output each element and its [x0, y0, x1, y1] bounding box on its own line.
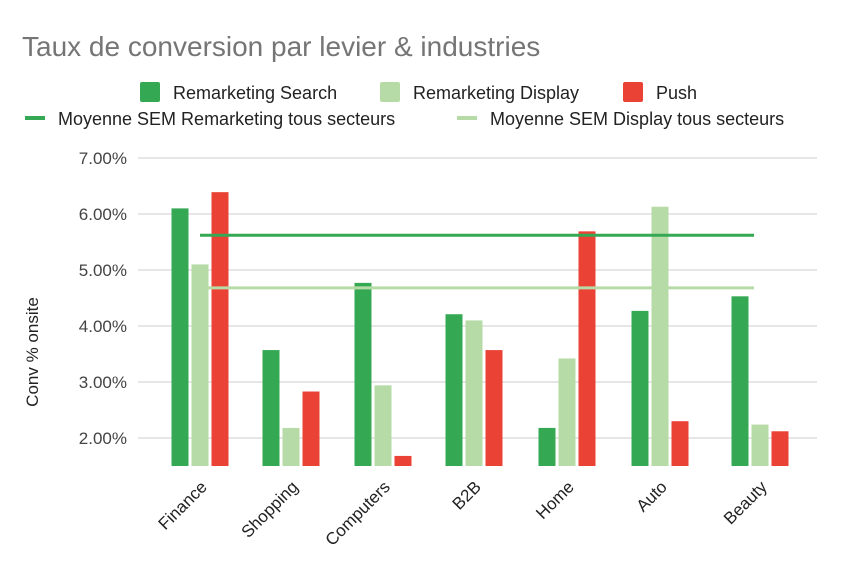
- bar-computers-remarketing-display: [374, 385, 392, 466]
- bar-computers-push: [394, 455, 412, 466]
- legend: Remarketing Search Remarketing Display Pus…: [25, 82, 784, 129]
- y-tick-label: 7.00%: [79, 149, 127, 168]
- bar-shopping-push: [302, 391, 320, 466]
- legend-label: Moyenne SEM Display tous secteurs: [490, 109, 784, 129]
- legend-label: Push: [656, 83, 697, 103]
- bar-auto-push: [671, 421, 689, 466]
- bar-finance-remarketing-display: [191, 264, 209, 466]
- chart-title: Taux de conversion par levier & industri…: [22, 31, 540, 62]
- bar-beauty-push: [771, 431, 789, 466]
- legend-swatch-remarketing-search: [140, 82, 160, 102]
- legend-label: Remarketing Display: [413, 83, 579, 103]
- bar-finance-remarketing-search: [171, 208, 189, 466]
- bar-b2b-remarketing-display: [465, 320, 483, 466]
- x-tick-label: Home: [532, 477, 578, 523]
- y-tick-label: 5.00%: [79, 261, 127, 280]
- y-tick-label: 3.00%: [79, 373, 127, 392]
- bars: [171, 192, 789, 466]
- bar-shopping-remarketing-display: [282, 427, 300, 466]
- bar-auto-remarketing-display: [651, 206, 669, 466]
- bar-b2b-remarketing-search: [445, 314, 463, 466]
- y-tick-label: 6.00%: [79, 205, 127, 224]
- bar-shopping-remarketing-search: [262, 350, 280, 466]
- legend-swatch-remarketing-display: [380, 82, 400, 102]
- bar-b2b-push: [485, 350, 503, 466]
- x-tick-label: Finance: [155, 477, 211, 533]
- bar-computers-remarketing-search: [354, 282, 372, 466]
- reference-lines: [200, 233, 754, 290]
- x-axis-labels: Finance Shopping Computers B2B Home Auto Beaut…: [155, 477, 772, 550]
- x-tick-label: Computers: [322, 477, 394, 549]
- bar-home-push: [578, 231, 596, 466]
- y-axis-ticks: 2.00% 3.00% 4.00% 5.00% 6.00% 7.00%: [79, 149, 127, 448]
- bar-beauty-remarketing-display: [751, 424, 769, 466]
- x-tick-label: Shopping: [238, 477, 302, 541]
- bar-beauty-remarketing-search: [731, 296, 749, 466]
- y-tick-label: 2.00%: [79, 429, 127, 448]
- bar-finance-push: [211, 192, 229, 466]
- legend-label: Moyenne SEM Remarketing tous secteurs: [58, 109, 395, 129]
- y-tick-label: 4.00%: [79, 317, 127, 336]
- bar-home-remarketing-display: [558, 358, 576, 466]
- x-tick-label: B2B: [449, 477, 485, 513]
- x-tick-label: Auto: [633, 477, 671, 515]
- x-tick-label: Beauty: [720, 477, 771, 528]
- y-axis-title: Conv % onsite: [23, 297, 42, 407]
- bar-home-remarketing-search: [538, 427, 556, 466]
- legend-swatch-push: [623, 82, 643, 102]
- bar-auto-remarketing-search: [631, 310, 649, 466]
- legend-label: Remarketing Search: [173, 83, 337, 103]
